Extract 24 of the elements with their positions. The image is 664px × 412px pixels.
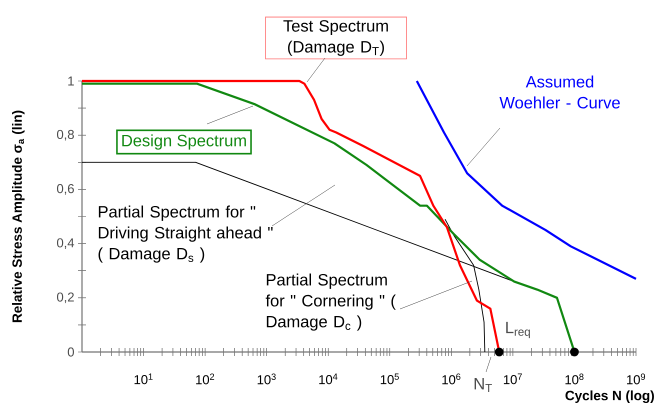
- x-tick-label: 10$^{8}$: [565, 374, 584, 384]
- x-tick-label: 10$^{2}$: [196, 374, 214, 384]
- y-axis-title: Relative Stress Amplitude σ$_{a}$ (lin): [12, 110, 25, 322]
- y-tick-label: 0,6: [56, 184, 74, 195]
- x-axis-title: Cycles N (log): [566, 390, 654, 404]
- x-tick-label: 10$^{1}$: [134, 374, 153, 384]
- x-tick-label: 10$^{3}$: [258, 374, 276, 384]
- annotation: L$_{req}$: [506, 322, 530, 338]
- series-label: Test Spectrum (Damage D$_{T}$): [283, 20, 388, 56]
- text: N$_{T}$: [474, 378, 492, 392]
- x-tick-label: 10$^{6}$: [442, 374, 460, 384]
- series-label: Design Spectrum: [122, 134, 246, 150]
- x-tick-label: 10$^{5}$: [380, 374, 399, 384]
- text: Assumed Woehler - Curve: [499, 76, 620, 108]
- y-tick-label: 0: [68, 347, 74, 357]
- x-tick-label: 10$^{9}$: [627, 374, 646, 384]
- x-tick-label: 10$^{7}$: [504, 374, 522, 384]
- y-tick-label: 0,2: [56, 292, 74, 304]
- text: Partial Spectrum for " Cornering " ( Damage D$_{c}$ ): [266, 274, 396, 331]
- series-label: Partial Spectrum for " Driving Straight ahead " ( Damage D$_{s}$ ): [98, 206, 273, 263]
- y-tick-label: 0,8: [56, 130, 74, 141]
- y-tick-label: 0,4: [56, 238, 74, 249]
- x-tick-label: 10$^{4}$: [319, 374, 338, 384]
- y-tick-label: 1: [68, 76, 74, 86]
